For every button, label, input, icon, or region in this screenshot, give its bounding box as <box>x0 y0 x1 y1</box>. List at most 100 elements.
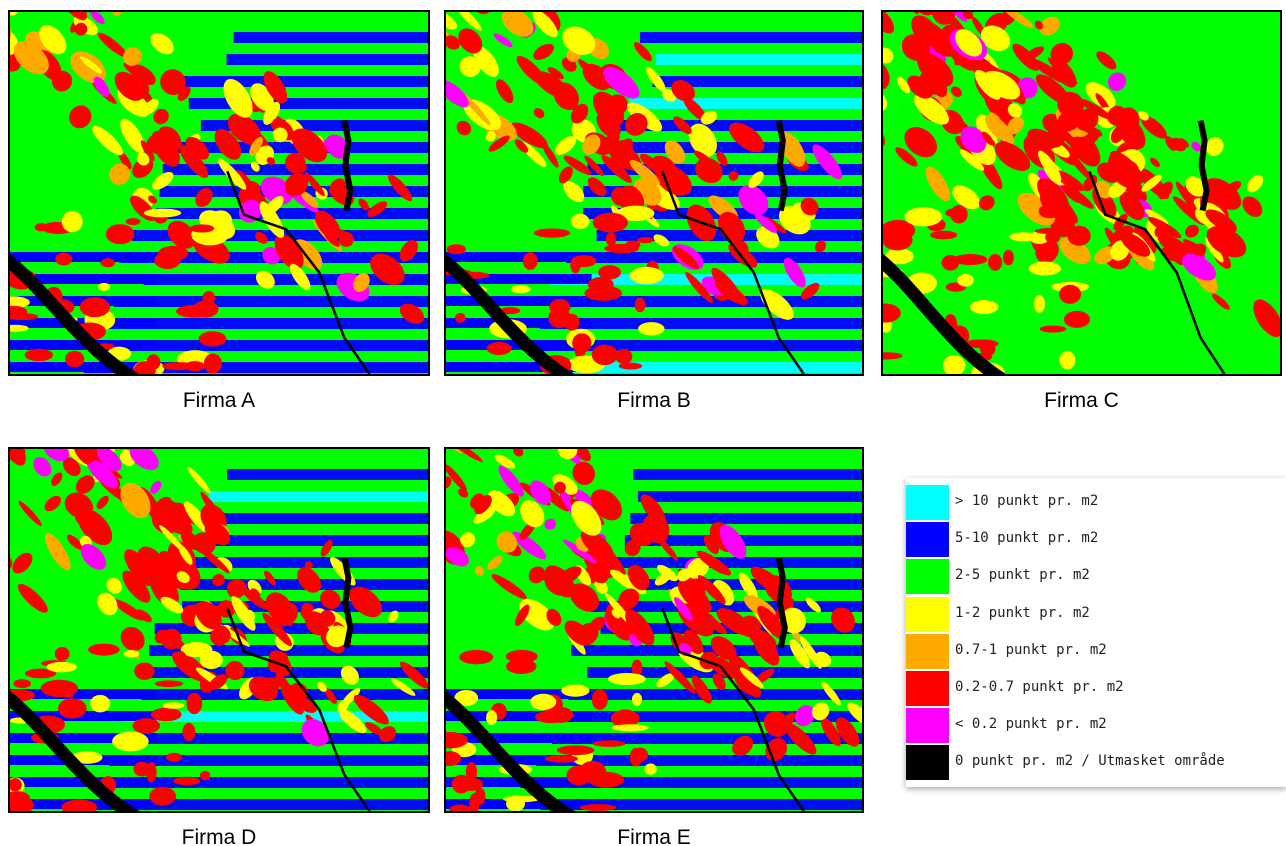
blob <box>608 673 646 685</box>
blob <box>447 244 466 254</box>
blob <box>592 345 618 366</box>
blob <box>616 349 633 364</box>
blob <box>0 459 1 496</box>
blob <box>970 300 998 314</box>
blob <box>46 662 76 673</box>
legend-swatch <box>906 597 949 632</box>
blob <box>35 223 49 231</box>
blob <box>534 228 571 237</box>
blob <box>638 322 665 335</box>
legend-label: 2-5 punkt pr. m2 <box>955 567 1090 583</box>
blob <box>953 254 987 265</box>
legend-row: > 10 punkt pr. m2 <box>906 485 1286 520</box>
blob <box>158 246 188 261</box>
legend-label: 5-10 punkt pr. m2 <box>955 530 1098 546</box>
blob <box>163 702 184 709</box>
blob <box>1045 231 1060 243</box>
blob <box>1059 285 1081 304</box>
blob <box>65 351 84 367</box>
blob <box>151 708 182 722</box>
blob <box>1067 226 1090 246</box>
blob <box>592 740 625 747</box>
stripe <box>446 733 592 743</box>
blob <box>580 804 617 811</box>
blob <box>186 693 202 715</box>
legend-row: 2-5 punkt pr. m2 <box>906 559 1286 594</box>
blob <box>541 0 587 8</box>
blob <box>518 0 542 7</box>
blob <box>486 710 497 725</box>
legend-label: 0.2-0.7 punkt pr. m2 <box>955 679 1124 695</box>
blob <box>523 252 538 270</box>
blob <box>133 762 149 777</box>
blob <box>535 711 567 723</box>
blob <box>506 650 538 663</box>
blob <box>593 213 628 233</box>
blob <box>557 745 595 755</box>
blob <box>134 662 154 679</box>
blob <box>182 723 195 741</box>
blob <box>55 647 70 661</box>
blob <box>530 694 556 710</box>
blob <box>506 796 525 812</box>
map-caption: Firma A <box>183 389 255 412</box>
blob <box>487 342 512 355</box>
blob <box>459 650 493 664</box>
blob <box>25 349 53 361</box>
blob <box>630 267 664 284</box>
blob <box>571 214 590 229</box>
legend-row: 0.7-1 punkt pr. m2 <box>906 634 1286 669</box>
blob <box>144 209 181 218</box>
blob <box>635 297 646 312</box>
blob <box>644 763 656 774</box>
blob <box>1034 295 1045 313</box>
blob <box>632 748 648 762</box>
blob <box>200 771 210 780</box>
blob <box>175 651 187 669</box>
legend-swatch <box>906 634 949 669</box>
blob <box>511 285 531 293</box>
blob <box>1040 325 1067 332</box>
blob <box>8 778 21 791</box>
map-caption: Firma B <box>617 389 691 412</box>
blob <box>870 304 901 323</box>
blob <box>1039 204 1061 218</box>
legend-swatch <box>906 522 949 557</box>
blob <box>537 429 554 447</box>
blob <box>904 207 942 226</box>
blob <box>190 224 215 232</box>
blob <box>459 777 483 790</box>
blob <box>490 417 511 439</box>
legend-row: 5-10 punkt pr. m2 <box>906 522 1286 557</box>
blob <box>612 724 649 731</box>
blob <box>0 0 8 7</box>
blob <box>1003 250 1014 265</box>
blob <box>877 0 908 6</box>
blob <box>943 355 966 376</box>
blob <box>632 693 642 706</box>
blob <box>606 232 616 246</box>
legend-label: < 0.2 punkt pr. m2 <box>955 716 1107 732</box>
blob <box>126 218 141 225</box>
blob <box>592 689 608 710</box>
blob <box>106 224 134 244</box>
blob <box>561 684 589 696</box>
legend-row: 1-2 punkt pr. m2 <box>906 597 1286 632</box>
blob <box>449 804 471 816</box>
blob <box>0 401 6 430</box>
blob <box>90 695 110 713</box>
blob <box>918 0 930 9</box>
blob <box>0 0 1 18</box>
blob <box>567 766 591 786</box>
blob <box>1009 232 1038 241</box>
blob <box>888 0 909 5</box>
blob <box>199 331 227 346</box>
blob <box>957 274 974 287</box>
blob <box>200 651 223 669</box>
blob <box>455 313 466 323</box>
legend-swatch <box>906 485 949 520</box>
blob <box>637 237 653 243</box>
blob <box>55 252 72 265</box>
blob <box>124 650 139 658</box>
blob <box>570 257 580 273</box>
